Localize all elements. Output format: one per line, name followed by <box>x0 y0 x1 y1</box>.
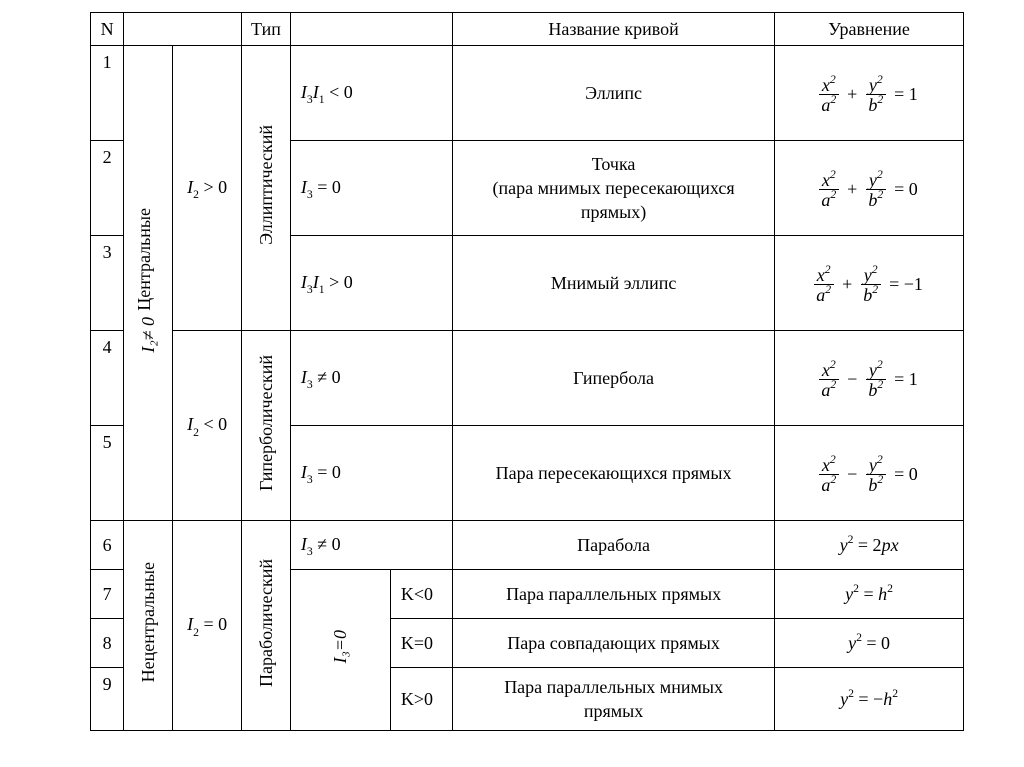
curve-equation: x2a2−y2b2= 1 <box>775 331 964 426</box>
k-cell: K>0 <box>390 668 452 731</box>
curve-equation: y2 = −h2 <box>775 668 964 731</box>
header-equation: Уравнение <box>775 13 964 46</box>
curve-name: Пара совпадающих прямых <box>453 619 775 668</box>
curve-name: Пара параллельных мнимых прямых <box>453 668 775 731</box>
curve-name: Точка (пара мнимых пересекающихся прямых… <box>453 141 775 236</box>
k-cell: K<0 <box>390 570 452 619</box>
curve-equation: x2a2+y2b2= 1 <box>775 46 964 141</box>
table-header-row: N Тип Название кривой Уравнение <box>91 13 964 46</box>
table-row: 1 Центральные I₂≠ 0 I2 > 0 Эллиптический… <box>91 46 964 141</box>
curve-equation: x2a2+y2b2= −1 <box>775 236 964 331</box>
table-row: 6 Нецентральные I2 = 0 Параболический I3… <box>91 521 964 570</box>
curve-equation: y2 = 2px <box>775 521 964 570</box>
group-central: Центральные I₂≠ 0 <box>124 46 173 521</box>
type-parabolic: Параболический <box>242 521 291 731</box>
row-n: 8 <box>91 619 124 668</box>
cond-cell: I3I1 > 0 <box>290 236 452 331</box>
curve-name: Мнимый эллипс <box>453 236 775 331</box>
curve-equation: x2a2+y2b2= 0 <box>775 141 964 236</box>
group-i2-lt-0: I2 < 0 <box>173 331 242 521</box>
header-name: Название кривой <box>453 13 775 46</box>
row-n: 4 <box>91 331 124 426</box>
table-row: 4 I2 < 0 Гиперболический I3 ≠ 0 Гипербол… <box>91 331 964 426</box>
cond-cell: I3 ≠ 0 <box>290 331 452 426</box>
curve-equation: x2a2−y2b2= 0 <box>775 426 964 521</box>
row-n: 3 <box>91 236 124 331</box>
header-spacer2 <box>290 13 452 46</box>
row-n: 5 <box>91 426 124 521</box>
type-hyperbolic: Гиперболический <box>242 331 291 521</box>
cond-cell: I3 = 0 <box>290 426 452 521</box>
row-n: 1 <box>91 46 124 141</box>
row-n: 7 <box>91 570 124 619</box>
curve-equation: y2 = h2 <box>775 570 964 619</box>
group-i3-eq-0: I₃=0 <box>290 570 390 731</box>
row-n: 2 <box>91 141 124 236</box>
cond-cell: I3 ≠ 0 <box>290 521 452 570</box>
row-n: 6 <box>91 521 124 570</box>
curve-name: Пара параллельных прямых <box>453 570 775 619</box>
curve-name: Гипербола <box>453 331 775 426</box>
k-cell: K=0 <box>390 619 452 668</box>
type-elliptic: Эллиптический <box>242 46 291 331</box>
row-n: 9 <box>91 668 124 731</box>
header-n: N <box>91 13 124 46</box>
curve-equation: y2 = 0 <box>775 619 964 668</box>
group-i2-eq-0: I2 = 0 <box>173 521 242 731</box>
header-spacer1 <box>124 13 242 46</box>
curve-name: Пара пересекающихся прямых <box>453 426 775 521</box>
group-i2-gt-0: I2 > 0 <box>173 46 242 331</box>
cond-cell: I3 = 0 <box>290 141 452 236</box>
curves-classification-table: N Тип Название кривой Уравнение 1 Центра… <box>90 12 964 731</box>
cond-cell: I3I1 < 0 <box>290 46 452 141</box>
group-noncentral: Нецентральные <box>124 521 173 731</box>
header-type: Тип <box>242 13 291 46</box>
curve-name: Парабола <box>453 521 775 570</box>
curve-name: Эллипс <box>453 46 775 141</box>
